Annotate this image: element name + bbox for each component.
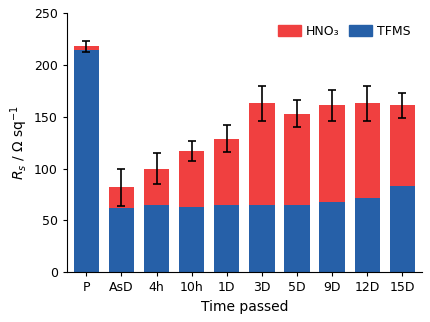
- Bar: [390, 105, 415, 186]
- Y-axis label: $R_s$ / Ω sq$^{-1}$: $R_s$ / Ω sq$^{-1}$: [8, 105, 30, 180]
- Bar: [319, 202, 345, 272]
- Bar: [144, 169, 169, 205]
- Bar: [179, 151, 204, 207]
- X-axis label: Time passed: Time passed: [200, 300, 288, 314]
- Bar: [355, 103, 380, 198]
- Bar: [74, 50, 99, 272]
- Bar: [249, 205, 274, 272]
- Bar: [214, 205, 240, 272]
- Bar: [214, 138, 240, 205]
- Bar: [109, 187, 134, 208]
- Bar: [284, 114, 310, 205]
- Bar: [179, 207, 204, 272]
- Bar: [74, 46, 99, 50]
- Bar: [144, 205, 169, 272]
- Bar: [249, 103, 274, 205]
- Bar: [109, 208, 134, 272]
- Bar: [319, 105, 345, 202]
- Bar: [390, 186, 415, 272]
- Bar: [284, 205, 310, 272]
- Legend: HNO₃, TFMS: HNO₃, TFMS: [273, 20, 415, 43]
- Bar: [355, 198, 380, 272]
